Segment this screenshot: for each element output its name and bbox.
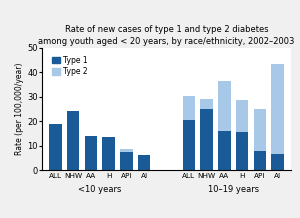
Bar xyxy=(120,149,133,152)
Title: Rate of new cases of type 1 and type 2 diabetes
among youth aged < 20 years, by : Rate of new cases of type 1 and type 2 d… xyxy=(38,25,295,46)
Bar xyxy=(218,81,230,131)
Bar xyxy=(272,154,284,170)
Bar xyxy=(200,109,213,170)
Text: <10 years: <10 years xyxy=(78,185,122,194)
Bar xyxy=(218,131,230,170)
Bar xyxy=(67,111,80,170)
Y-axis label: Rate (per 100,000/year): Rate (per 100,000/year) xyxy=(15,63,24,155)
Bar xyxy=(120,152,133,170)
Bar xyxy=(182,95,195,120)
Bar xyxy=(85,136,97,170)
Bar xyxy=(236,132,248,170)
Text: 10–19 years: 10–19 years xyxy=(208,185,259,194)
Bar xyxy=(182,120,195,170)
Bar xyxy=(272,64,284,154)
Bar xyxy=(103,137,115,170)
Bar xyxy=(200,99,213,109)
Bar xyxy=(138,155,151,170)
Bar xyxy=(49,124,62,170)
Bar xyxy=(236,100,248,132)
Legend: Type 1, Type 2: Type 1, Type 2 xyxy=(51,54,89,78)
Bar xyxy=(254,150,266,170)
Bar xyxy=(254,109,266,150)
